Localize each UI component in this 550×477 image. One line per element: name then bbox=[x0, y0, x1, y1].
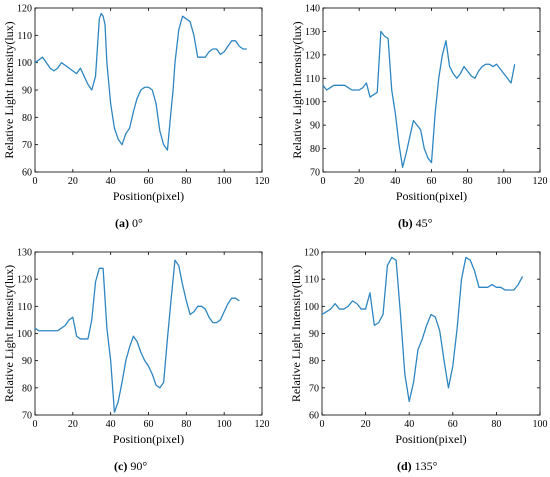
panel-b: 0 20 40 60 80 100 120 70 80 90 100 110 120 130 140 Posi… bbox=[290, 4, 548, 204]
panel-a-axes-frame bbox=[34, 7, 263, 173]
panel-c-xlabel: Position(pixel) bbox=[113, 432, 184, 446]
panel-d-ytick-label: 80 bbox=[309, 356, 319, 367]
panel-c-xtick-label: 80 bbox=[181, 419, 191, 430]
panel-c-series-line bbox=[34, 259, 240, 413]
panel-d-ytick-label: 90 bbox=[309, 329, 319, 340]
panel-b-xtick-label: 0 bbox=[321, 176, 326, 187]
panel-c-xtick-label: 100 bbox=[217, 419, 232, 430]
panel-b-ytick-label: 140 bbox=[305, 4, 320, 15]
caption-c: (c) 90° bbox=[114, 459, 147, 474]
caption-c-text: 90° bbox=[130, 459, 148, 473]
panel-a-ytick-label: 90 bbox=[22, 86, 32, 97]
panel-c-ytick-label: 130 bbox=[17, 248, 32, 259]
panel-a-ytick-label: 100 bbox=[17, 58, 32, 69]
panel-b-ytick-label: 90 bbox=[310, 121, 320, 132]
panel-c-ytick-label: 110 bbox=[17, 302, 32, 313]
panel-c-xtick-label: 60 bbox=[144, 419, 154, 430]
panel-c-xtick-label: 40 bbox=[106, 419, 116, 430]
panel-a-ytick-label: 70 bbox=[22, 140, 32, 151]
panel-a-xtick-label: 0 bbox=[33, 176, 38, 187]
panel-d-xtick-label: 40 bbox=[404, 419, 414, 430]
panel-d-series-line bbox=[321, 256, 524, 403]
panel-c-xtick-label: 20 bbox=[68, 419, 78, 430]
panel-a-series-line bbox=[34, 12, 247, 151]
panel-b-ytick-label: 100 bbox=[305, 97, 320, 108]
panel-d-ytick-label: 60 bbox=[309, 411, 319, 422]
panel-d-ylabel: Relative Light Intensity(lux) bbox=[289, 265, 303, 402]
panel-a-xtick-label: 20 bbox=[68, 176, 78, 187]
caption-a: (a) 0° bbox=[115, 216, 143, 231]
panel-b-series-line bbox=[322, 30, 516, 168]
panel-a-xtick-label: 100 bbox=[217, 176, 232, 187]
panel-d-xlabel: Position(pixel) bbox=[395, 432, 466, 446]
panel-d-xtick-label: 60 bbox=[448, 419, 458, 430]
panel-b-ytick-label: 130 bbox=[305, 27, 320, 38]
caption-b-letter: (b) bbox=[398, 216, 413, 230]
panel-c-xtick-label: 120 bbox=[255, 419, 270, 430]
panel-a-xtick-label: 40 bbox=[106, 176, 116, 187]
caption-d: (d) 135° bbox=[397, 459, 437, 474]
panel-d-xtick-label: 0 bbox=[320, 419, 325, 430]
panel-c: 0 20 40 60 80 100 120 70 80 90 100 110 120 130 Positio… bbox=[2, 248, 270, 447]
caption-a-text: 0° bbox=[132, 216, 143, 230]
panel-a-xtick-label: 60 bbox=[144, 176, 154, 187]
caption-b: (b) 45° bbox=[398, 216, 432, 231]
panel-b-xtick-label: 120 bbox=[533, 176, 548, 187]
panel-c-axes-frame bbox=[34, 251, 263, 416]
panel-d-ytick-label: 100 bbox=[304, 302, 319, 313]
panel-a-xlabel: Position(pixel) bbox=[113, 189, 184, 203]
panel-b-xtick-label: 60 bbox=[427, 176, 437, 187]
panel-c-ytick-label: 100 bbox=[17, 329, 32, 340]
caption-b-text: 45° bbox=[415, 216, 433, 230]
caption-d-letter: (d) bbox=[397, 459, 412, 473]
panel-b-xtick-label: 40 bbox=[390, 176, 400, 187]
caption-c-letter: (c) bbox=[114, 459, 128, 473]
panel-d-xtick-label: 80 bbox=[491, 419, 501, 430]
panel-c-ytick-label: 70 bbox=[22, 411, 32, 422]
panel-b-xtick-label: 100 bbox=[496, 176, 511, 187]
panel-c-ytick-label: 120 bbox=[17, 275, 32, 286]
panel-a: 0 20 40 60 80 100 120 60 70 80 90 100 110 120 Position… bbox=[2, 4, 270, 204]
panel-d-axes-frame bbox=[321, 251, 541, 416]
panel-a-ylabel: Relative Light Intensity(lux) bbox=[2, 21, 16, 158]
panel-a-xtick-label: 80 bbox=[181, 176, 191, 187]
panel-a-ytick-label: 60 bbox=[22, 168, 32, 179]
panel-b-ytick-label: 80 bbox=[310, 144, 320, 155]
panel-b-ytick-label: 120 bbox=[305, 50, 320, 61]
panel-d-xtick-label: 100 bbox=[533, 419, 548, 430]
panel-c-xtick-label: 0 bbox=[33, 419, 38, 430]
panel-d: 0 20 40 60 80 100 60 70 80 90 100 110 120 Position(pi… bbox=[289, 248, 548, 447]
panel-c-ylabel: Relative Light Intensity(lux) bbox=[2, 265, 16, 402]
panel-d-ytick-label: 110 bbox=[304, 275, 319, 286]
panel-d-ytick-label: 70 bbox=[309, 383, 319, 394]
panel-a-ytick-label: 80 bbox=[22, 113, 32, 124]
panel-b-ytick-label: 110 bbox=[305, 74, 320, 85]
panel-d-xtick-label: 20 bbox=[361, 419, 371, 430]
panel-c-ytick-label: 80 bbox=[22, 383, 32, 394]
panel-b-ytick-label: 70 bbox=[310, 168, 320, 179]
panel-b-ylabel: Relative Light Intensity(lux) bbox=[290, 21, 304, 158]
panel-c-ytick-label: 90 bbox=[22, 356, 32, 367]
panel-b-xtick-label: 20 bbox=[354, 176, 364, 187]
panel-a-xtick-label: 120 bbox=[255, 176, 270, 187]
panel-a-ytick-label: 110 bbox=[17, 31, 32, 42]
panel-a-ytick-label: 120 bbox=[17, 4, 32, 15]
caption-d-text: 135° bbox=[414, 459, 438, 473]
caption-a-letter: (a) bbox=[115, 216, 129, 230]
panel-b-xlabel: Position(pixel) bbox=[396, 189, 467, 203]
panel-b-xtick-label: 80 bbox=[463, 176, 473, 187]
panel-d-ytick-label: 120 bbox=[304, 248, 319, 259]
